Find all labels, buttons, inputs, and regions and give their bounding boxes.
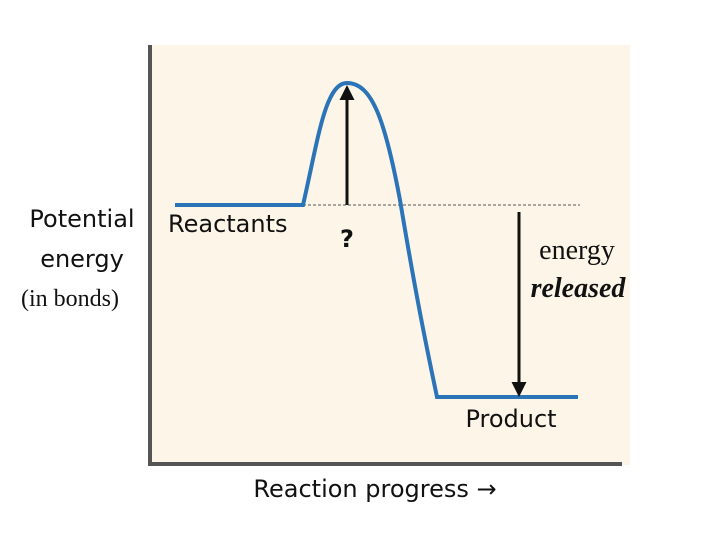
y-label: Potential [29, 205, 134, 233]
question-label: ? [340, 225, 354, 253]
y-label: (in bonds) [21, 286, 119, 312]
released-label: released [531, 273, 627, 304]
energy-curve [175, 80, 578, 399]
product-label: Product [465, 405, 556, 433]
energy-label: energy [539, 235, 615, 266]
reactants-label: Reactants [168, 210, 288, 238]
y-label: energy [40, 245, 124, 273]
x-label: Reaction progress → [253, 475, 496, 503]
